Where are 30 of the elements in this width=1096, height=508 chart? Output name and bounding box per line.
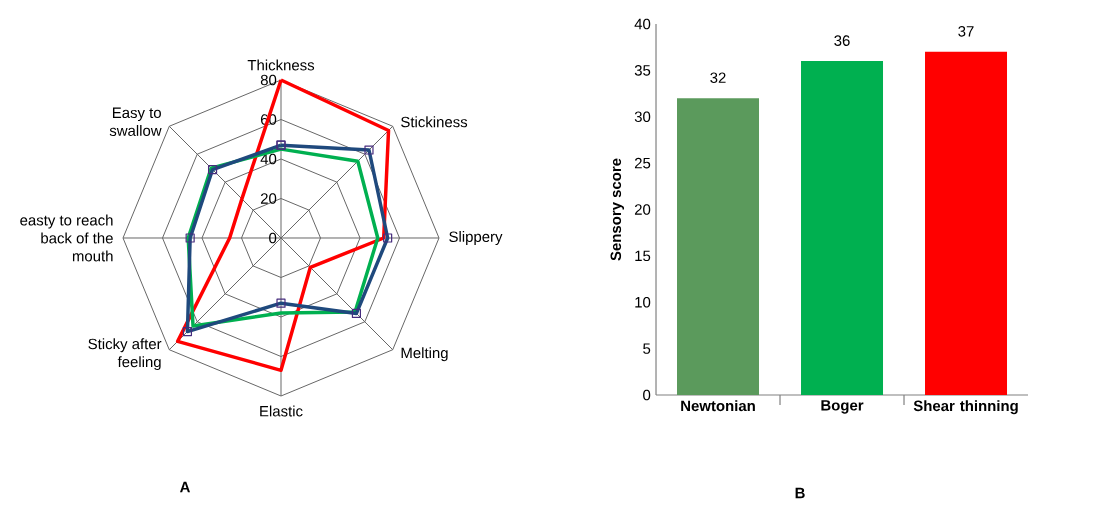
spoke-label: Slippery: [449, 231, 503, 245]
spoke-label: Stickiness: [401, 116, 468, 128]
text: B: [795, 487, 805, 499]
x-tick-label: Boger: [821, 400, 864, 414]
y-tick-label: 20: [634, 204, 651, 215]
y-tick-label: 15: [635, 250, 651, 262]
spoke-label: Melting: [401, 347, 448, 362]
spoke-label: Thickness: [247, 59, 315, 71]
y-tick-label: 40: [260, 153, 277, 165]
y-tick-label: 40: [634, 18, 651, 30]
y-tick-label: 5: [643, 343, 651, 354]
y-tick-label: 20: [260, 193, 277, 204]
spoke-label: easty to reach back of the mouth: [20, 214, 113, 262]
y-axis-title: Sensory score: [610, 158, 625, 261]
y-tick-label: 25: [634, 157, 651, 169]
spoke-label: Sticky after feeling: [88, 338, 162, 371]
y-tick-label: 0: [269, 232, 277, 244]
x-tick-label: Newtonian: [681, 400, 755, 412]
data-label: 36: [834, 35, 850, 46]
data-label: 32: [710, 72, 726, 84]
x-tick-label: Shear thinning: [913, 400, 1018, 415]
y-tick-label: 0: [643, 389, 651, 401]
y-tick-label: 35: [634, 65, 651, 76]
spoke-label: Elastic: [260, 405, 303, 417]
y-tick-label: 80: [260, 74, 277, 86]
spoke-label: Easy to swallow: [109, 107, 162, 136]
y-tick-label: 10: [635, 296, 651, 308]
y-tick-label: 30: [634, 111, 651, 123]
text: A: [179, 481, 190, 493]
data-label: 37: [958, 26, 974, 37]
